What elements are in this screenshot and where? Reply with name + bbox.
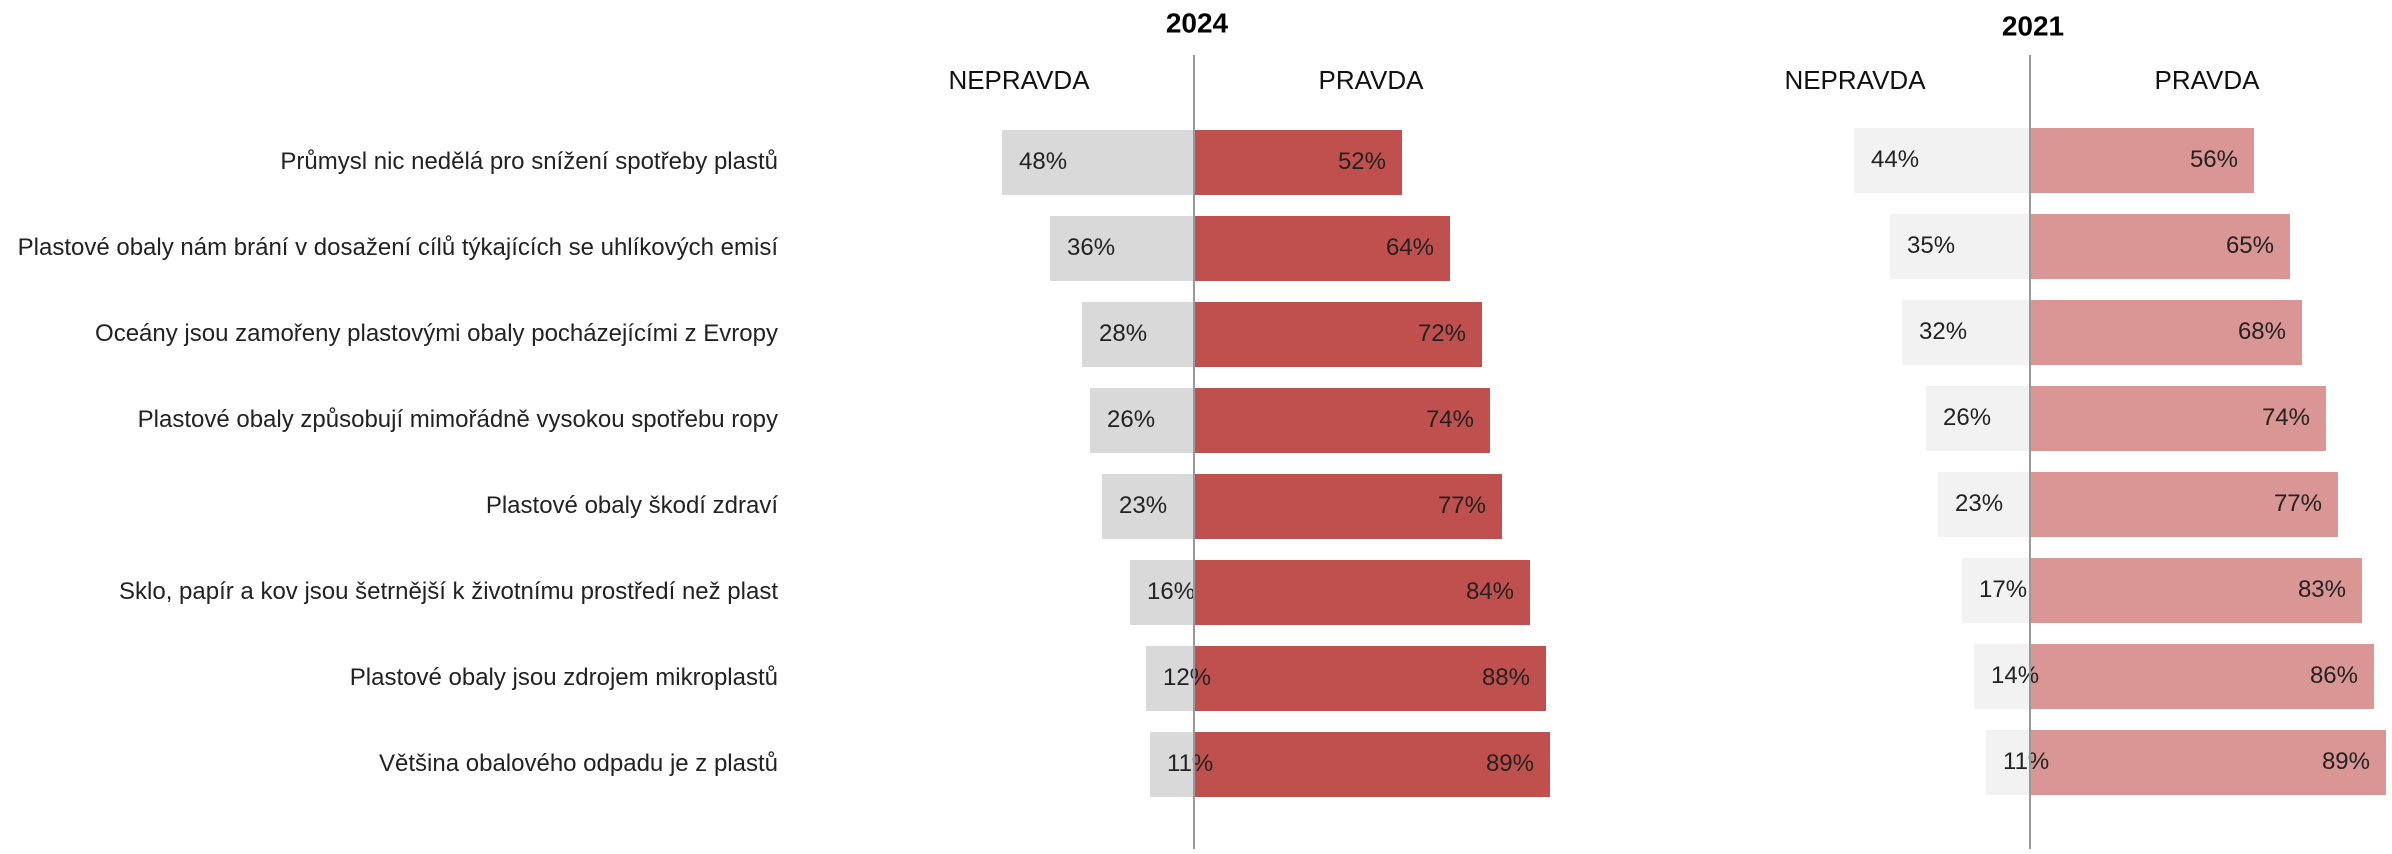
- value-label-nepravda: 11%: [2003, 748, 2049, 775]
- value-label-nepravda: 12%: [1163, 664, 1211, 691]
- value-label-nepravda: 36%: [1067, 234, 1115, 261]
- category-label: Oceány jsou zamořeny plastovými obaly po…: [95, 320, 778, 347]
- value-label-nepravda: 32%: [1919, 318, 1967, 345]
- value-label-nepravda: 17%: [1979, 576, 2027, 603]
- panel-title: 2021: [2002, 10, 2064, 41]
- value-label-nepravda: 48%: [1019, 148, 1067, 175]
- value-label-pravda: 88%: [1482, 664, 1530, 691]
- value-label-nepravda: 28%: [1099, 320, 1147, 347]
- value-label-pravda: 74%: [2262, 404, 2310, 431]
- value-label-pravda: 83%: [2298, 576, 2346, 603]
- value-label-nepravda: 16%: [1147, 578, 1195, 605]
- category-label: Sklo, papír a kov jsou šetrnější k život…: [119, 578, 778, 605]
- value-label-nepravda: 35%: [1907, 232, 1955, 259]
- value-label-pravda: 74%: [1426, 406, 1474, 433]
- column-label-nepravda: NEPRAVDA: [948, 65, 1090, 95]
- value-label-pravda: 72%: [1418, 320, 1466, 347]
- value-label-pravda: 64%: [1386, 234, 1434, 261]
- value-label-pravda: 89%: [1486, 750, 1534, 777]
- column-label-nepravda: NEPRAVDA: [1784, 65, 1926, 95]
- panel-title: 2024: [1166, 7, 1229, 38]
- value-label-pravda: 56%: [2190, 146, 2238, 173]
- value-label-pravda: 77%: [1438, 492, 1486, 519]
- value-label-pravda: 86%: [2310, 662, 2358, 689]
- value-label-pravda: 52%: [1338, 148, 1386, 175]
- value-label-nepravda: 26%: [1107, 406, 1155, 433]
- value-label-nepravda: 44%: [1871, 146, 1919, 173]
- value-label-nepravda: 26%: [1943, 404, 1991, 431]
- value-label-pravda: 89%: [2322, 748, 2370, 775]
- column-label-pravda: PRAVDA: [2155, 65, 2261, 95]
- category-label: Plastové obaly nám brání v dosažení cílů…: [18, 234, 779, 261]
- category-label: Většina obalového odpadu je z plastů: [379, 750, 778, 777]
- category-label: Průmysl nic nedělá pro snížení spotřeby …: [280, 148, 778, 175]
- category-label: Plastové obaly škodí zdraví: [486, 492, 778, 519]
- value-label-pravda: 77%: [2274, 490, 2322, 517]
- category-label: Plastové obaly způsobují mimořádně vysok…: [138, 406, 778, 433]
- value-label-nepravda: 23%: [1955, 490, 2003, 517]
- value-label-pravda: 84%: [1466, 578, 1514, 605]
- category-label: Plastové obaly jsou zdrojem mikroplastů: [350, 664, 778, 691]
- column-label-pravda: PRAVDA: [1319, 65, 1425, 95]
- value-label-nepravda: 14%: [1991, 662, 2039, 689]
- value-label-nepravda: 23%: [1119, 492, 1167, 519]
- value-label-pravda: 65%: [2226, 232, 2274, 259]
- value-label-pravda: 68%: [2238, 318, 2286, 345]
- value-label-nepravda: 11%: [1167, 750, 1213, 777]
